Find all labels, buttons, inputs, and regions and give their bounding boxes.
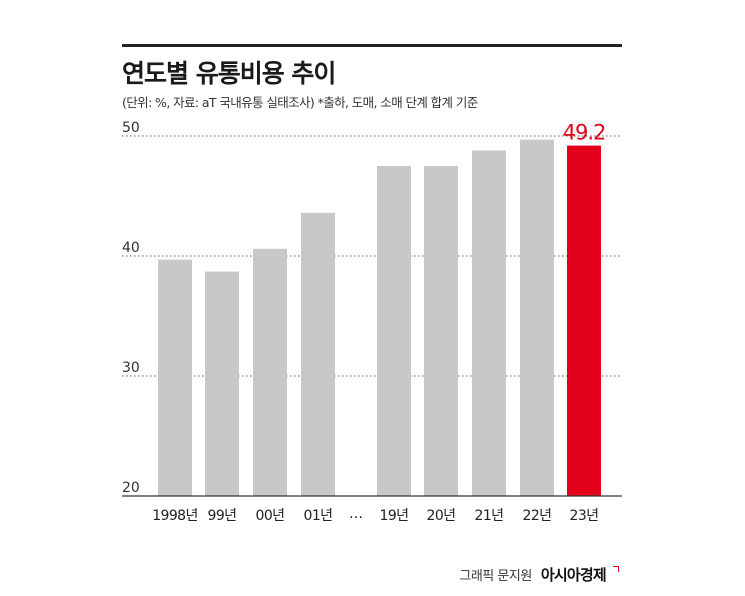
bar-0 [158,259,192,496]
x-axis-gap-label: … [349,506,363,522]
bar-6 [472,150,506,496]
chart-subtitle: (단위: %, 자료: aT 국내유통 실태조사) *출하, 도매, 소매 단계… [122,95,478,110]
brand-mark-icon [613,566,619,572]
bar-5 [424,166,458,496]
y-tick-label-40: 40 [122,240,140,256]
x-tick-label-3: 01년 [304,508,333,524]
y-tick-label-50: 50 [122,120,140,136]
credit: 그래픽 문지원 아시아경제 [459,564,619,585]
chart-title: 연도별 유통비용 추이 [122,59,336,88]
x-tick-label-8: 23년 [570,508,599,524]
bar-7 [520,139,554,496]
y-axis-ticks: 20 30 40 50 [122,120,140,496]
bar-1 [205,271,239,496]
bar-4 [377,166,411,496]
brand-logo: 아시아경제 [540,566,607,584]
y-tick-label-20: 20 [122,480,140,496]
highlight-data-label: 49.2 [563,121,606,145]
bar-8 [567,145,601,496]
credit-text: 그래픽 문지원 [459,569,532,584]
x-tick-label-7: 22년 [523,508,552,524]
x-axis-labels: 1998년 99년 00년 01년 19년 20년 21년 22년 23년 … [152,506,599,524]
y-tick-label-30: 30 [122,360,140,376]
top-rule [122,44,622,47]
bars: 49.2 [158,121,606,497]
x-tick-label-0: 1998년 [152,508,198,524]
x-tick-label-6: 21년 [475,508,504,524]
bar-3 [301,212,335,497]
bar-2 [253,248,287,496]
x-tick-label-2: 00년 [256,508,285,524]
x-tick-label-1: 99년 [208,508,237,524]
x-tick-label-4: 19년 [380,508,409,524]
x-tick-label-5: 20년 [427,508,456,524]
